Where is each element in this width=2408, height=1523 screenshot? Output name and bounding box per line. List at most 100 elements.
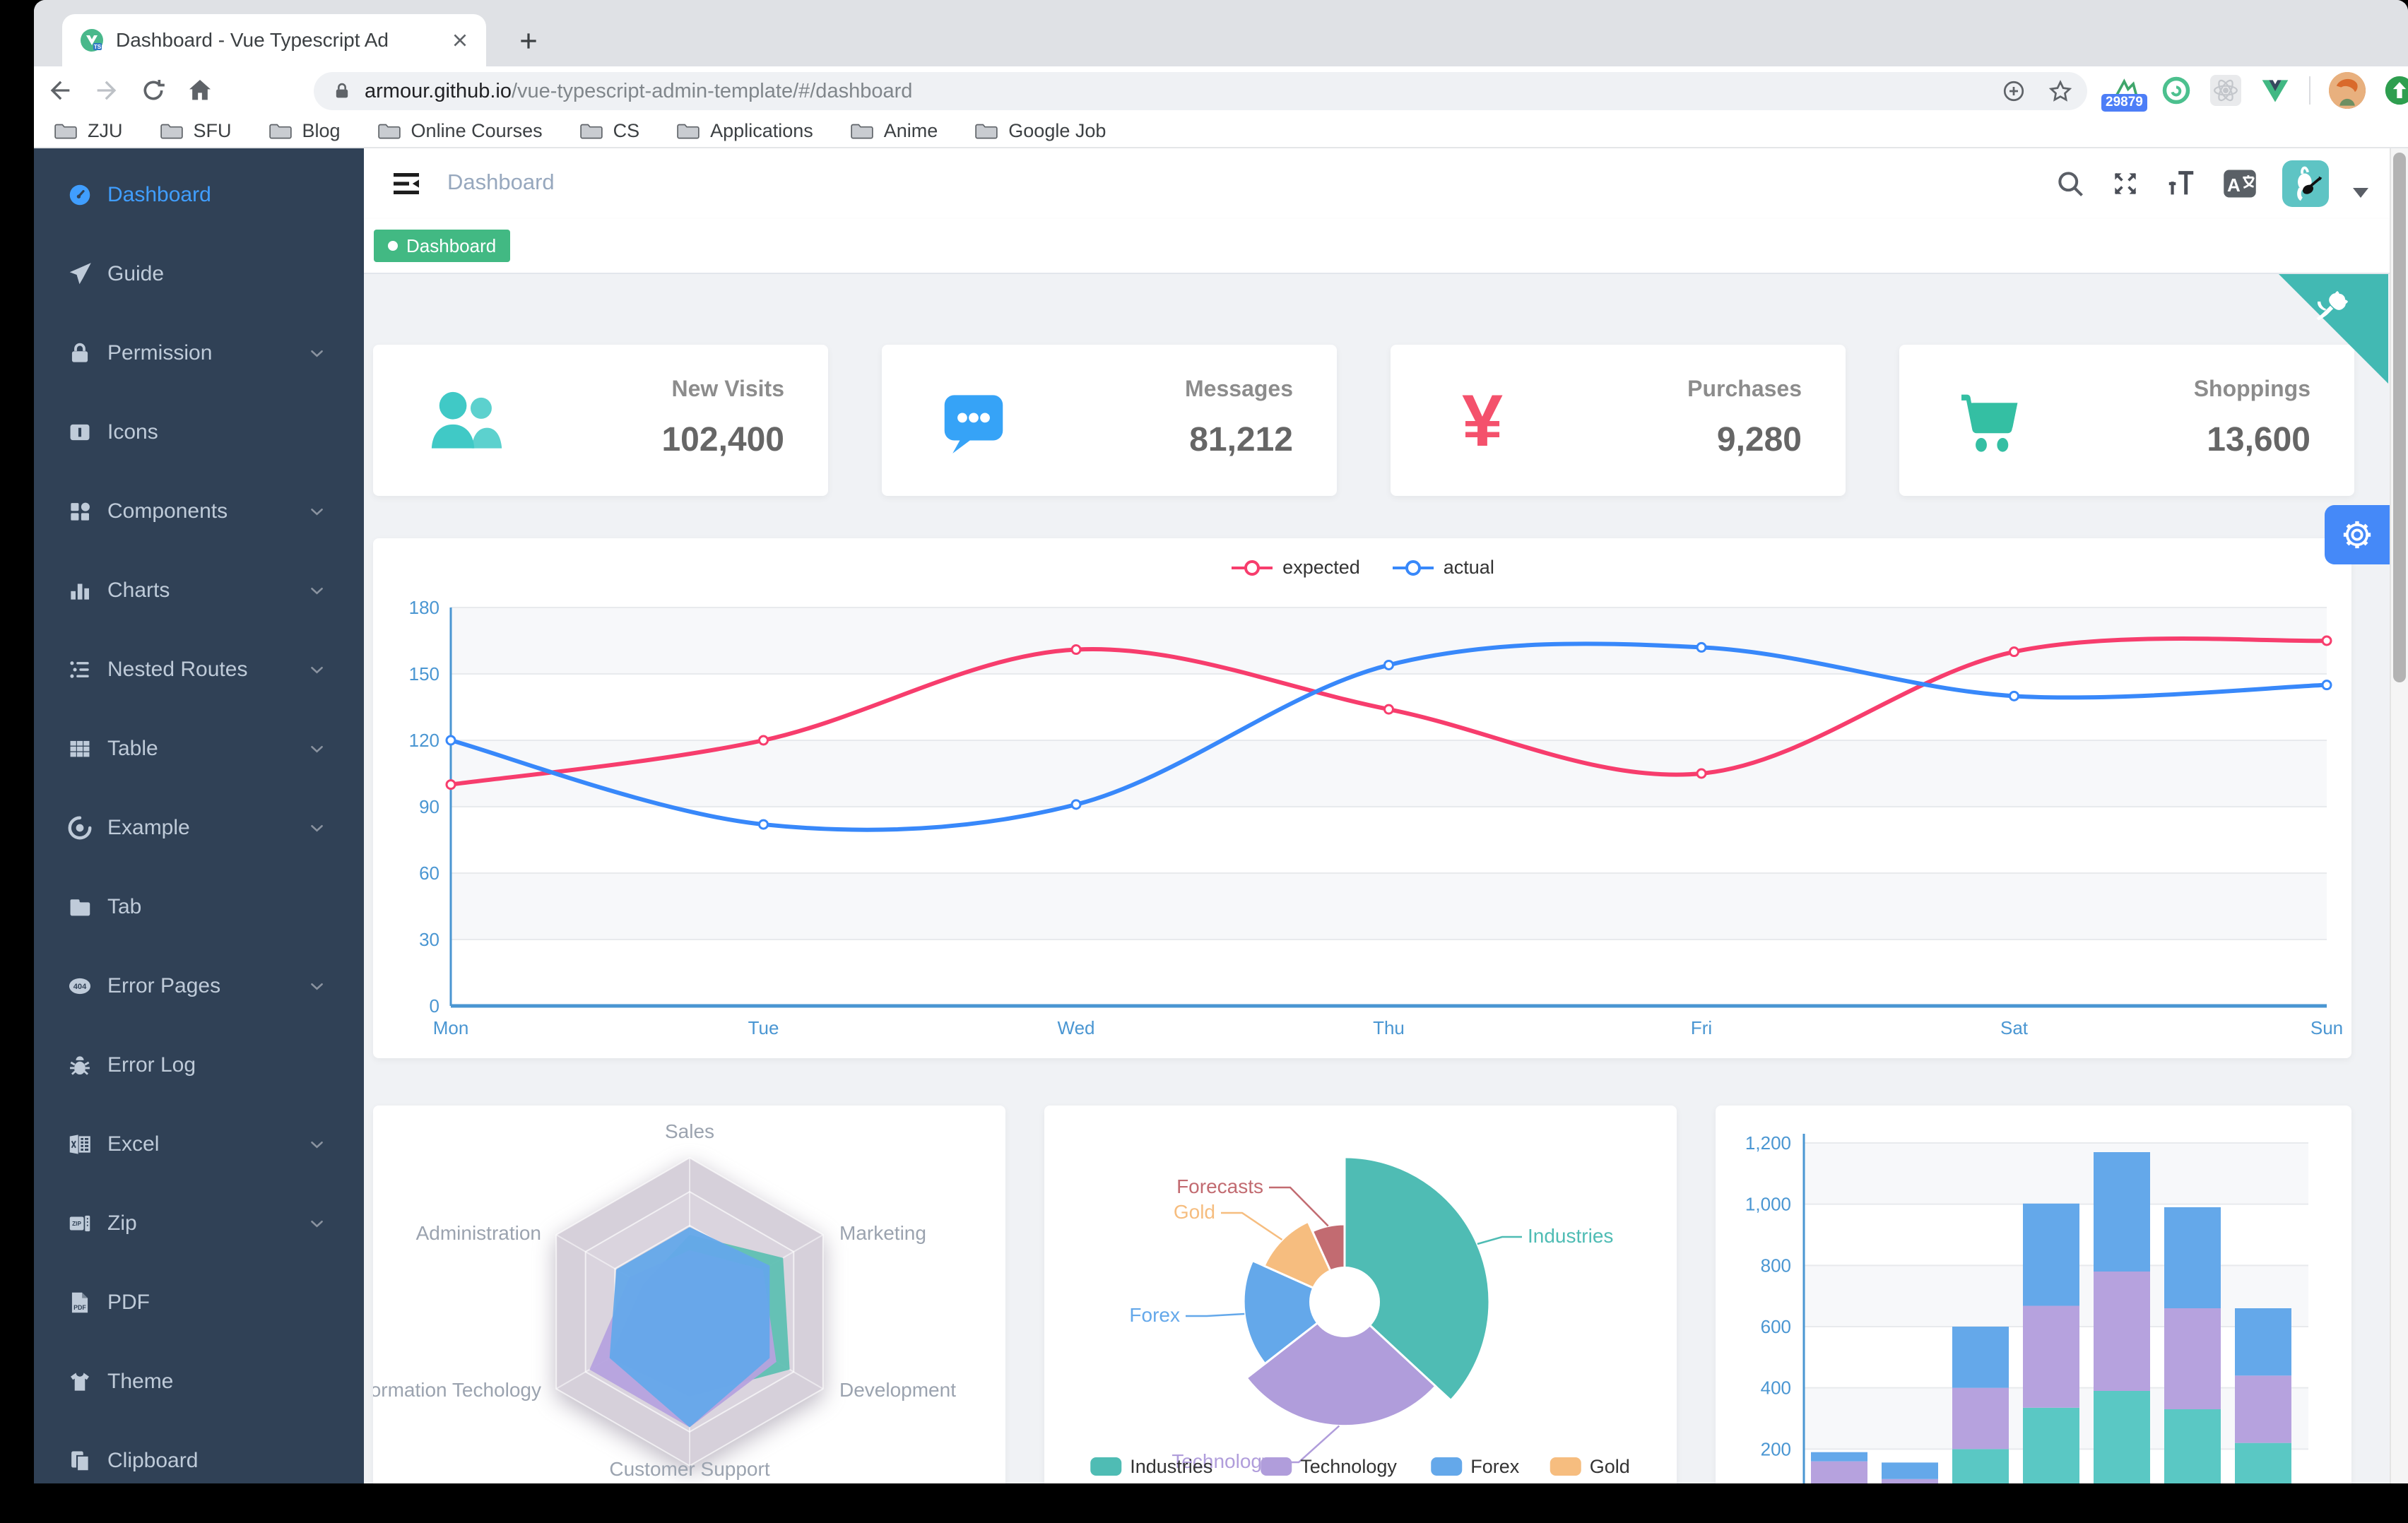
- chrome-update-icon[interactable]: [2384, 75, 2408, 106]
- folder-icon: [850, 121, 874, 141]
- avatar-caret-icon[interactable]: [2353, 188, 2368, 198]
- bookmark-item[interactable]: ZJU: [54, 120, 123, 142]
- app-header: Dashboard A: [364, 148, 2390, 219]
- extensions-row: 29879: [2101, 66, 2408, 114]
- radar-axis-label: Development: [839, 1379, 956, 1401]
- stat-value: 102,400: [661, 421, 784, 458]
- home-icon[interactable]: [179, 70, 220, 111]
- sidebar-item-permission[interactable]: Permission: [34, 314, 364, 393]
- sidebar-item-pdf[interactable]: PDF PDF: [34, 1263, 364, 1342]
- peoples-icon: [424, 380, 506, 462]
- bar-chart-card: 200 400 600 800 1,000 1,200: [1716, 1106, 2351, 1483]
- sidebar-item-label: Permission: [107, 341, 213, 365]
- sidebar-item-dashboard[interactable]: Dashboard: [34, 155, 364, 235]
- excel-icon: [66, 1131, 93, 1158]
- bookmark-item[interactable]: Blog: [268, 120, 341, 142]
- extension-icon-2[interactable]: [2161, 75, 2192, 106]
- svg-text:A: A: [2227, 174, 2241, 196]
- svg-text:800: 800: [1761, 1255, 1791, 1276]
- sidebar-item-charts[interactable]: Charts: [34, 551, 364, 630]
- browser-tab[interactable]: TS Dashboard - Vue Typescript Ad: [62, 14, 486, 66]
- legend-item-expected[interactable]: expected: [1230, 557, 1360, 579]
- legend-item-actual[interactable]: actual: [1391, 557, 1494, 579]
- new-tab-button[interactable]: [509, 21, 548, 61]
- sidebar-item-label: Guide: [107, 262, 165, 285]
- react-devtools-icon[interactable]: [2210, 75, 2241, 106]
- font-size-icon[interactable]: [2165, 167, 2197, 200]
- browser-scrollbar[interactable]: [2390, 148, 2408, 1483]
- sidebar-item-error-log[interactable]: Error Log: [34, 1026, 364, 1105]
- sidebar-item-guide[interactable]: Guide: [34, 235, 364, 314]
- search-icon[interactable]: [2055, 168, 2086, 199]
- sidebar-item-example[interactable]: Example: [34, 788, 364, 867]
- address-bar[interactable]: armour.github.io/vue-typescript-admin-te…: [314, 72, 2087, 110]
- sidebar-item-icons[interactable]: Icons: [34, 393, 364, 472]
- bookmark-label: Applications: [710, 119, 813, 141]
- bookmark-item[interactable]: SFU: [160, 120, 232, 142]
- bookmark-item[interactable]: Applications: [676, 120, 813, 142]
- reload-icon[interactable]: [133, 70, 174, 111]
- svg-text:600: 600: [1761, 1316, 1791, 1337]
- sidebar-item-label: Error Pages: [107, 974, 221, 997]
- svg-text:180: 180: [409, 597, 439, 618]
- svg-text:200: 200: [1761, 1438, 1791, 1459]
- components-icon: [66, 498, 93, 525]
- scrollbar-thumb[interactable]: [2393, 153, 2406, 682]
- fullscreen-icon[interactable]: [2110, 168, 2141, 199]
- money-icon: ¥: [1462, 380, 1503, 462]
- svg-text:Tue: Tue: [748, 1017, 779, 1038]
- svg-text:Wed: Wed: [1058, 1017, 1095, 1038]
- forward-icon[interactable]: [86, 70, 127, 111]
- bookmark-item[interactable]: Anime: [850, 120, 938, 142]
- svg-text:1,000: 1,000: [1745, 1194, 1791, 1215]
- tab-close-icon[interactable]: [451, 31, 469, 49]
- zoom-plus-icon[interactable]: [2001, 78, 2026, 104]
- sidebar-item-error-pages[interactable]: 404 Error Pages: [34, 947, 364, 1026]
- translate-icon[interactable]: A: [2221, 165, 2258, 202]
- user-avatar[interactable]: [2282, 160, 2329, 207]
- nested-icon: [66, 656, 93, 683]
- browser-window: TS Dashboard - Vue Typescript Ad armour.…: [34, 0, 2408, 1483]
- sidebar-item-excel[interactable]: Excel: [34, 1105, 364, 1184]
- bookmark-star-icon[interactable]: [2048, 78, 2073, 104]
- svg-text:1,200: 1,200: [1745, 1132, 1791, 1154]
- folder-icon: [54, 121, 78, 141]
- folder-icon: [160, 121, 184, 141]
- stat-card-new-visits[interactable]: New Visits 102,400: [373, 345, 828, 496]
- vue-devtools-icon[interactable]: [2260, 75, 2291, 106]
- bookmark-label: ZJU: [88, 119, 123, 141]
- chevron-down-icon: [307, 977, 326, 995]
- bookmark-item[interactable]: CS: [579, 120, 639, 142]
- bookmark-item[interactable]: Online Courses: [377, 120, 543, 142]
- sidebar-item-theme[interactable]: Theme: [34, 1342, 364, 1421]
- stat-card-messages[interactable]: Messages 81,212: [882, 345, 1337, 496]
- folder-icon: [676, 121, 700, 141]
- radar-chart-card: Sales Marketing Development Customer Suppor…: [373, 1106, 1005, 1483]
- bookmark-label: Blog: [302, 119, 341, 141]
- back-icon[interactable]: [40, 70, 81, 111]
- sidebar-item-clipboard[interactable]: Clipboard: [34, 1421, 364, 1483]
- radar-chart: Sales Marketing Development Customer Suppor…: [373, 1120, 956, 1480]
- stat-label: Messages: [1185, 376, 1293, 401]
- hamburger-icon[interactable]: [389, 167, 423, 201]
- stat-card-purchases[interactable]: ¥ Purchases 9,280: [1391, 345, 1846, 496]
- browser-profile-avatar[interactable]: [2329, 72, 2366, 109]
- sidebar-item-components[interactable]: Components: [34, 472, 364, 551]
- chevron-down-icon: [307, 740, 326, 758]
- stat-card-shoppings[interactable]: Shoppings 13,600: [1899, 345, 2354, 496]
- extension-icon-1[interactable]: 29879: [2101, 75, 2147, 112]
- tag-active-dot: [388, 241, 398, 251]
- settings-panel-button[interactable]: [2325, 505, 2390, 564]
- sidebar-item-table[interactable]: Table: [34, 709, 364, 788]
- tag-dashboard[interactable]: Dashboard: [374, 230, 511, 262]
- zip-icon: ZIP: [66, 1210, 93, 1237]
- pie-chart: IndustriesTechnologyForexGoldForecastsIn…: [1090, 1156, 1630, 1477]
- sidebar-item-nested-routes[interactable]: Nested Routes: [34, 630, 364, 709]
- svg-text:0: 0: [430, 995, 439, 1017]
- line-chart-card: expected actual 0 30 60 90 120 150 180 Mon Tue We…: [373, 538, 2351, 1058]
- bookmark-item[interactable]: Google Job: [974, 120, 1106, 142]
- sidebar-item-tab[interactable]: Tab: [34, 867, 364, 947]
- radar-axis-label: Administration: [416, 1222, 541, 1244]
- sidebar-item-zip[interactable]: ZIP Zip: [34, 1184, 364, 1263]
- github-corner-ribbon[interactable]: [2279, 274, 2388, 384]
